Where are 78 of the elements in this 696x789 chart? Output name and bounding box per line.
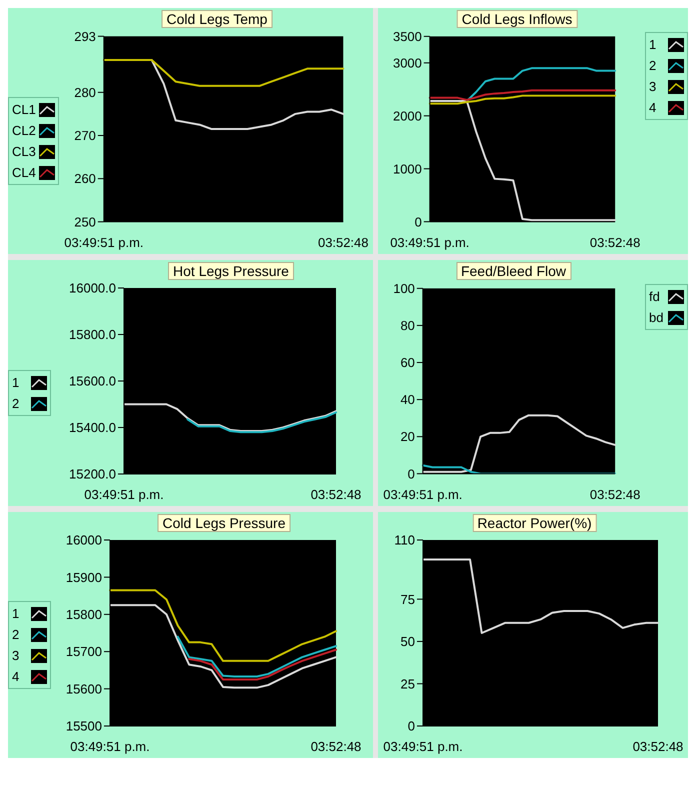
- line-series: [109, 589, 337, 662]
- y-tick-label: 3500: [393, 28, 422, 44]
- line-series: [176, 636, 337, 678]
- line-series: [466, 67, 616, 102]
- y-tick-label: 260: [74, 171, 96, 186]
- legend-label: CL1: [12, 102, 36, 117]
- line-series: [150, 59, 344, 130]
- y-tick-label: 0: [408, 466, 415, 482]
- x-tick-label: 03:49:51 p.m.: [390, 234, 470, 250]
- x-tick-label: 03:52:48: [310, 487, 362, 502]
- y-tick-label: 16000: [66, 532, 102, 548]
- legend-label: 1: [649, 37, 658, 52]
- x-tick-label: 03:49:51 p.m.: [383, 486, 462, 502]
- y-tick-label: 293: [74, 28, 96, 44]
- legend-label: fd: [649, 289, 661, 304]
- legend-label: 3: [649, 79, 658, 94]
- line-series: [102, 59, 344, 87]
- y-tick-label: 40: [400, 392, 415, 408]
- line-series: [186, 411, 337, 434]
- y-tick-label: 15400.0: [69, 420, 116, 436]
- legend-label: 2: [12, 396, 20, 411]
- x-tick-label: 03:52:48: [318, 234, 368, 250]
- y-tick-label: 75: [400, 592, 415, 607]
- legend-label: 4: [649, 100, 658, 115]
- legend-label: 1: [12, 606, 20, 621]
- y-tick-label: 16000.0: [69, 280, 116, 296]
- y-tick-label: 110: [394, 532, 415, 548]
- chart-title: Cold Legs Temp: [162, 10, 272, 28]
- legend-label: CL2: [12, 123, 36, 138]
- y-tick-label: 20: [400, 429, 415, 444]
- y-tick-label: 1000: [393, 161, 422, 176]
- y-tick-label: 15800: [66, 607, 102, 622]
- y-tick-label: 15600.0: [69, 374, 116, 389]
- y-tick-label: 15600: [66, 681, 102, 696]
- y-tick-label: 50: [400, 634, 415, 650]
- x-tick-label: 03:49:51 p.m.: [70, 739, 150, 754]
- x-tick-label: 03:52:48: [310, 739, 362, 754]
- y-tick-label: 0: [408, 718, 415, 734]
- legend-label: 4: [12, 669, 20, 684]
- legend-label: CL4: [12, 165, 36, 180]
- line-series: [428, 94, 616, 105]
- y-tick-label: 60: [400, 355, 415, 370]
- x-tick-label: 03:49:51 p.m.: [64, 234, 144, 250]
- y-tick-label: 15800.0: [69, 327, 116, 342]
- y-tick-label: 250: [74, 214, 96, 230]
- line-series: [428, 89, 616, 101]
- chart-title: Cold Legs Inflows: [456, 10, 578, 28]
- x-tick-label: 03:52:48: [632, 739, 684, 754]
- line-series: [188, 648, 337, 680]
- y-tick-label: 2000: [393, 108, 422, 124]
- line-series: [422, 558, 659, 634]
- legend-label: 3: [12, 648, 20, 663]
- x-tick-label: 03:49:51 p.m.: [383, 739, 463, 754]
- y-tick-label: 15900: [66, 570, 102, 585]
- y-tick-label: 15700: [66, 644, 102, 660]
- legend-label: 1: [12, 375, 20, 390]
- legend-label: bd: [649, 310, 664, 325]
- x-tick-label: 03:52:48: [590, 234, 640, 250]
- y-tick-label: 15200.0: [69, 466, 116, 482]
- line-series: [123, 403, 337, 432]
- legend-label: CL3: [12, 144, 36, 159]
- legend-label: 2: [12, 627, 20, 642]
- chart-title: Hot Legs Pressure: [168, 262, 294, 280]
- y-tick-label: 15500: [66, 718, 102, 734]
- y-tick-label: 270: [74, 128, 96, 144]
- x-tick-label: 03:52:48: [590, 486, 640, 502]
- chart-title: Cold Legs Pressure: [158, 514, 290, 532]
- y-tick-label: 100: [393, 280, 415, 296]
- y-tick-label: 25: [400, 676, 415, 692]
- chart-title: Reactor Power(%): [472, 514, 597, 532]
- x-tick-label: 03:49:51 p.m.: [84, 487, 164, 502]
- y-tick-label: 0: [414, 214, 422, 230]
- chart-title: Feed/Bleed Flow: [456, 262, 572, 280]
- line-series: [109, 604, 337, 689]
- y-tick-label: 3000: [393, 55, 422, 70]
- y-tick-label: 80: [400, 318, 415, 334]
- y-tick-label: 280: [74, 84, 96, 100]
- legend-label: 2: [649, 58, 658, 73]
